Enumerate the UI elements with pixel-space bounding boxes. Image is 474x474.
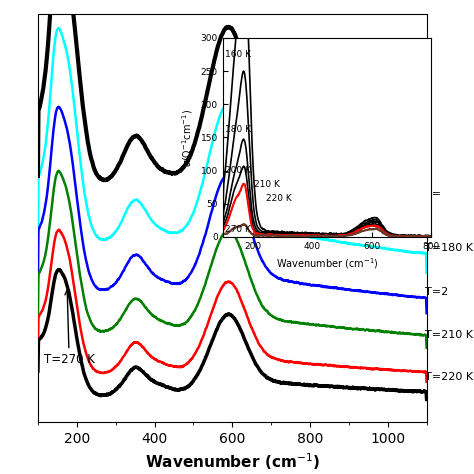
Text: 200 K: 200 K [225, 166, 251, 175]
Text: T=210 K: T=210 K [425, 329, 473, 339]
Text: 270 K: 270 K [225, 225, 251, 234]
X-axis label: Wavenumber (cm$^{-1}$): Wavenumber (cm$^{-1}$) [145, 451, 320, 472]
Text: T=220 K: T=220 K [425, 372, 473, 382]
Text: 180 K: 180 K [225, 125, 251, 134]
X-axis label: Wavenumber (cm$^{-1}$): Wavenumber (cm$^{-1}$) [276, 256, 378, 271]
Text: T=2: T=2 [425, 287, 448, 297]
Y-axis label: $\sigma$($\Omega^{-1}$cm$^{-1}$): $\sigma$($\Omega^{-1}$cm$^{-1}$) [180, 109, 195, 166]
Text: 160 K: 160 K [225, 49, 251, 58]
Text: 210 K: 210 K [254, 180, 280, 189]
Text: T=180 K: T=180 K [425, 243, 473, 253]
Text: 220 K: 220 K [266, 193, 292, 202]
Text: T=270 K: T=270 K [44, 290, 95, 366]
Text: T=: T= [425, 189, 441, 199]
